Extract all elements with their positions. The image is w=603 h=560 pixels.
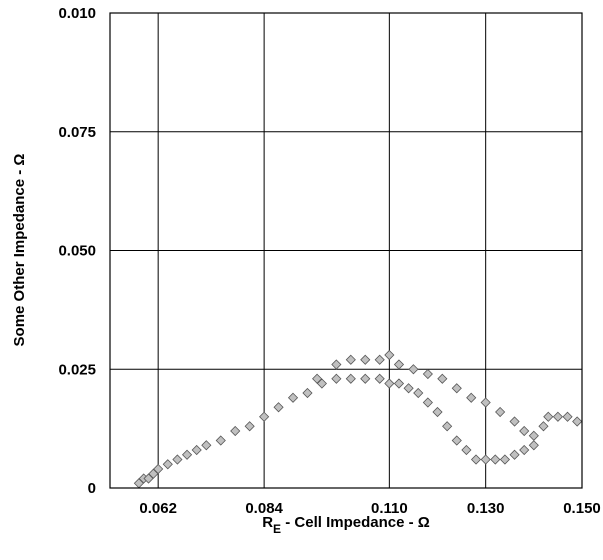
y-tick-label: 0.025 (58, 361, 96, 378)
data-point (345, 354, 356, 365)
y-tick-label: 0.010 (58, 5, 96, 22)
data-point (451, 383, 462, 394)
data-point (259, 411, 270, 422)
data-point (172, 454, 183, 465)
data-point (181, 449, 193, 460)
data-point (480, 397, 491, 408)
data-point (466, 392, 477, 403)
data-point (312, 373, 323, 384)
data-point (287, 392, 299, 403)
data-point (437, 373, 448, 384)
data-point (393, 359, 405, 370)
x-tick-label: 0.062 (139, 500, 177, 517)
data-point (519, 444, 530, 456)
data-point (148, 468, 159, 479)
data-point (374, 373, 385, 384)
data-point (360, 373, 371, 384)
data-point (461, 444, 472, 456)
y-tick-labels: 0 0.025 0.050 0.075 0.010 (58, 5, 96, 497)
data-point (393, 378, 405, 389)
data-point (490, 454, 501, 465)
data-point (422, 368, 433, 380)
data-point (273, 402, 284, 413)
data-point (422, 397, 433, 408)
data-point (143, 473, 154, 484)
data-point (384, 349, 395, 361)
y-tick-label: 0 (88, 480, 96, 497)
data-point (413, 387, 424, 399)
data-point (408, 364, 419, 375)
data-point (331, 373, 342, 384)
y-tick-label: 0.075 (58, 124, 96, 141)
data-point (384, 378, 395, 389)
data-point (538, 421, 549, 432)
data-point (528, 440, 539, 451)
data-point (451, 435, 462, 446)
data-point (374, 354, 385, 365)
data-point (244, 421, 255, 432)
data-point (509, 416, 520, 427)
data-point (191, 444, 202, 456)
data-point (499, 454, 511, 465)
data-point (316, 378, 327, 389)
data-point (302, 387, 313, 399)
data-point (572, 416, 583, 427)
data-point (552, 411, 563, 422)
x-axis-title: RE - Cell Impedance - Ω (262, 514, 430, 536)
y-tick-label: 0.050 (58, 243, 96, 260)
data-point (562, 411, 573, 422)
data-point (543, 411, 554, 422)
data-point (201, 440, 212, 451)
x-tick-label: 0.150 (563, 500, 601, 517)
data-point (331, 359, 342, 370)
data-point (480, 454, 491, 465)
data-point (360, 354, 371, 365)
data-point (470, 454, 482, 465)
data-point (432, 406, 443, 418)
data-point (528, 430, 539, 441)
x-tick-labels: 0.062 0.084 0.110 0.130 0.150 (139, 500, 600, 517)
data-point (403, 383, 414, 394)
data-point (495, 406, 506, 418)
data-point (230, 425, 241, 437)
x-tick-label: 0.130 (467, 500, 505, 517)
x-axis-title-subscript: E (273, 522, 281, 536)
plot-frame (109, 12, 583, 489)
data-point (153, 463, 164, 475)
data-point (345, 373, 356, 384)
x-axis-title-main: R (262, 514, 273, 531)
x-tick-label: 0.110 (371, 500, 408, 517)
data-point (519, 425, 530, 437)
data-points (133, 349, 583, 489)
x-tick-label: 0.084 (245, 500, 283, 517)
x-axis-title-rest: - Cell Impedance - Ω (281, 514, 430, 531)
data-point (215, 435, 226, 446)
data-point (442, 421, 453, 432)
data-point (509, 449, 520, 460)
y-axis-title: Some Other Impedance - Ω (11, 154, 28, 347)
data-point (162, 459, 173, 470)
